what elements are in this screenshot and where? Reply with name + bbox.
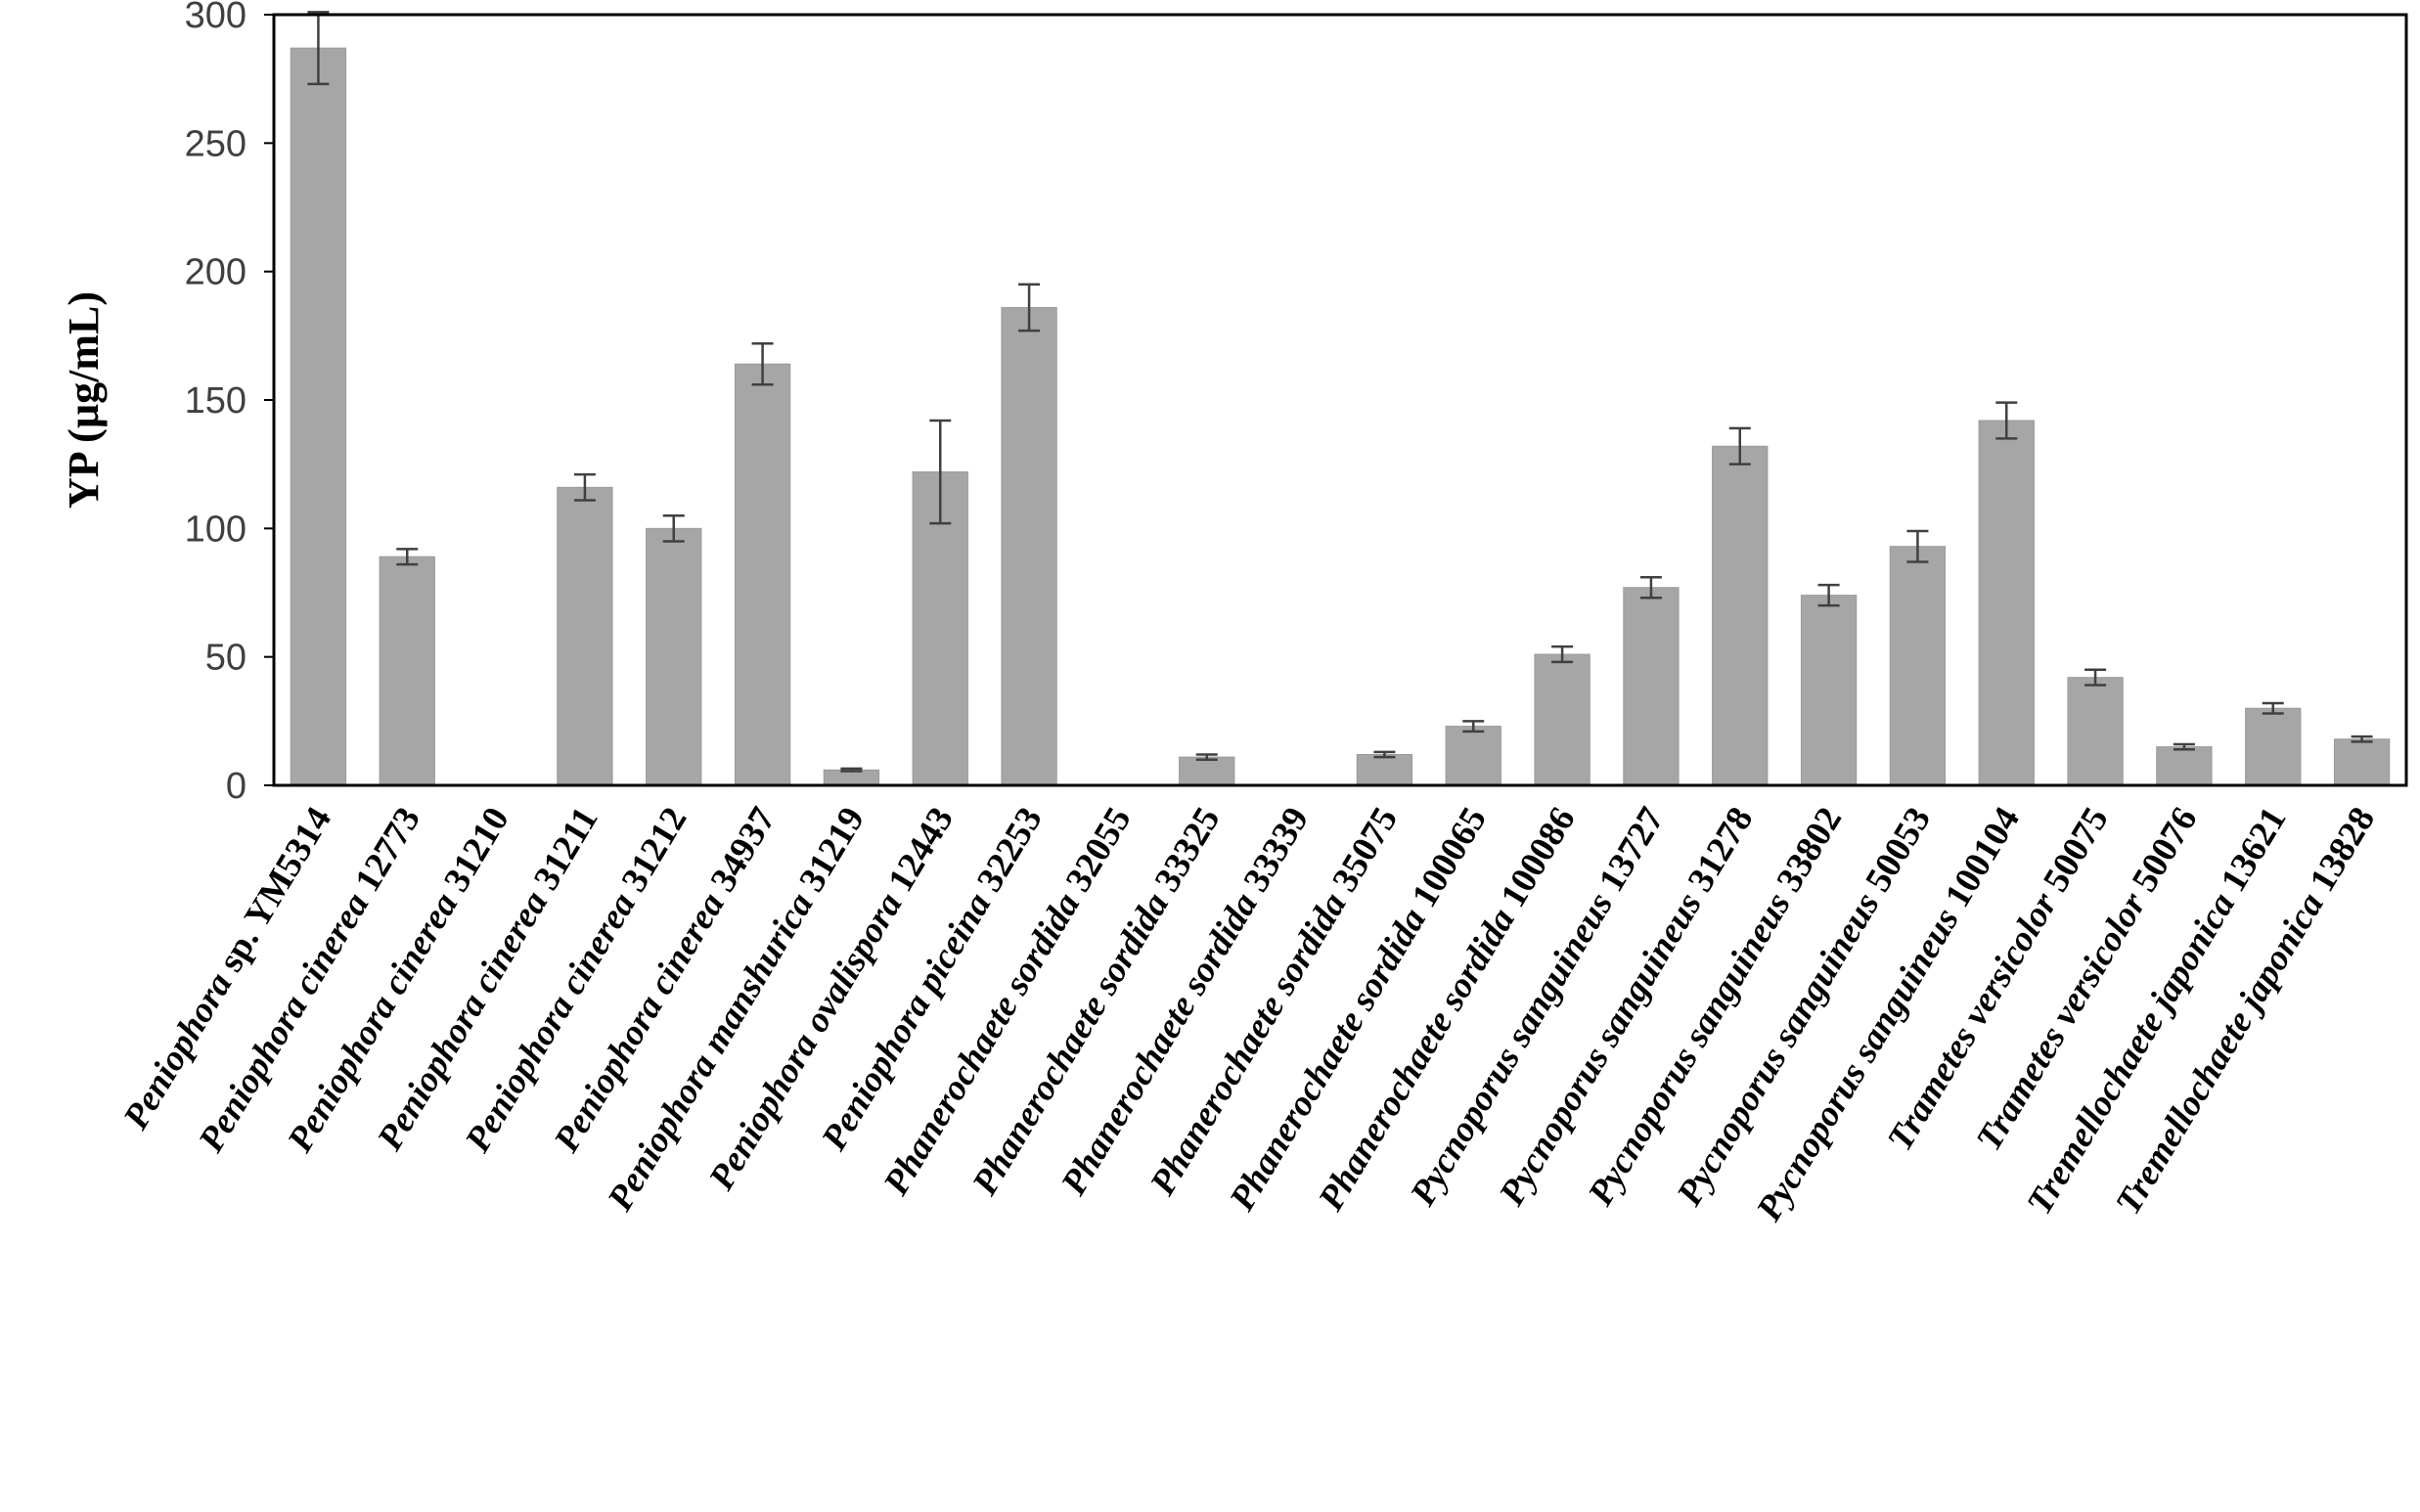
y-tick-label-0: 0	[226, 766, 246, 807]
strain-id: 12773	[342, 801, 428, 907]
error-bar-24	[2351, 734, 2373, 743]
strain-id: 50075	[2031, 801, 2117, 907]
strain-id: 13727	[1587, 801, 1673, 907]
error-bar-14	[1462, 720, 1485, 734]
strain-id: 13621	[2209, 801, 2295, 907]
error-bar-2	[396, 548, 419, 566]
bar-14	[1445, 726, 1501, 786]
error-bar-16	[1639, 575, 1662, 600]
bar-21	[2067, 677, 2124, 786]
error-bar-21	[2084, 668, 2107, 687]
bar-1	[290, 47, 347, 786]
strain-id: 33325	[1143, 801, 1229, 907]
strain-id: 35075	[1321, 801, 1407, 907]
y-tick-label-300: 300	[185, 0, 246, 36]
y-axis-ticks: 0 50 100 150 200 250 300	[185, 0, 274, 807]
strain-id: 33339	[1232, 801, 1318, 907]
strain-id: 13828	[2298, 801, 2384, 907]
error-bar-23	[2262, 701, 2284, 715]
strain-id: 100086	[1489, 801, 1584, 922]
bar-24	[2333, 738, 2391, 786]
bar-18	[1800, 595, 1858, 786]
bar-5	[646, 527, 702, 786]
error-bar-8	[929, 419, 952, 525]
error-bar-13	[1373, 750, 1396, 759]
error-bar-15	[1551, 645, 1574, 664]
bar-6	[734, 363, 791, 786]
bar-20	[1978, 420, 2035, 786]
bar-2	[379, 556, 435, 786]
bars-group	[290, 47, 2391, 786]
strain-id: 32253	[964, 801, 1051, 907]
bar-15	[1534, 653, 1591, 786]
error-bar-19	[1906, 529, 1929, 563]
error-bar-1	[307, 11, 330, 86]
y-tick-label-50: 50	[205, 638, 246, 679]
y-tick-label-200: 200	[185, 252, 246, 293]
bar-9	[1001, 306, 1057, 786]
error-bar-6	[751, 341, 774, 386]
error-bar-22	[2173, 742, 2195, 751]
strain-id: 31212	[609, 801, 695, 907]
strain-id: 50076	[2120, 801, 2206, 907]
strain-id: 31210	[431, 801, 517, 907]
strain-id: 31211	[521, 801, 606, 906]
error-bar-18	[1817, 583, 1840, 607]
strain-id: 100104	[1933, 801, 2028, 922]
bar-11	[1179, 756, 1235, 786]
strain-id: 33802	[1765, 801, 1851, 907]
error-bar-20	[1995, 401, 2018, 440]
bar-13	[1356, 753, 1413, 786]
y-tick-label-150: 150	[185, 380, 246, 422]
strain-id: 32055	[1053, 801, 1140, 907]
error-bar-7	[840, 767, 863, 773]
bar-23	[2245, 707, 2302, 786]
bar-19	[1889, 546, 1947, 786]
bar-17	[1712, 445, 1769, 786]
y-tick-label-250: 250	[185, 123, 246, 164]
y-axis-label: YP (µg/mL)	[60, 291, 108, 509]
bar-16	[1623, 587, 1680, 786]
strain-id: 31278	[1676, 801, 1762, 907]
bar-22	[2156, 746, 2213, 786]
y-tick-label-100: 100	[185, 509, 246, 550]
error-bar-17	[1728, 426, 1751, 466]
strain-id: 31219	[787, 801, 874, 907]
strain-id: 12443	[875, 801, 962, 907]
strain-id: 50053	[1854, 801, 1940, 907]
error-bar-4	[573, 472, 596, 502]
error-bar-5	[662, 513, 685, 543]
strain-id: 34937	[698, 801, 784, 907]
error-bar-11	[1195, 753, 1218, 761]
strain-id: 100065	[1400, 801, 1495, 922]
error-bar-9	[1018, 283, 1041, 333]
bar-4	[557, 486, 613, 786]
error-bars-group	[307, 11, 2373, 773]
